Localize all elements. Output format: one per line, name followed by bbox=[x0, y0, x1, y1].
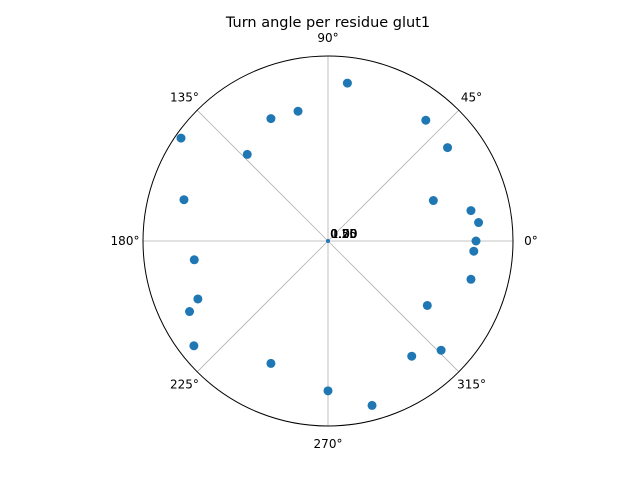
data-point bbox=[185, 307, 195, 317]
data-point bbox=[342, 78, 352, 88]
data-point bbox=[193, 294, 203, 304]
polar-grid bbox=[143, 56, 513, 426]
data-point bbox=[407, 351, 417, 361]
data-point bbox=[266, 358, 276, 368]
data-point bbox=[293, 106, 303, 116]
angle-tick-label: 315° bbox=[457, 378, 486, 392]
polar-frame bbox=[142, 55, 514, 427]
chart-title: Turn angle per residue glut1 bbox=[225, 15, 430, 31]
data-point bbox=[421, 115, 431, 125]
data-point bbox=[469, 246, 479, 256]
data-point bbox=[474, 218, 484, 228]
data-point bbox=[428, 196, 438, 206]
data-point bbox=[466, 274, 476, 284]
data-point bbox=[179, 195, 189, 205]
angle-tick-label: 0° bbox=[524, 234, 538, 248]
data-point bbox=[176, 133, 186, 143]
radial-tick-label: 0.50 bbox=[330, 227, 357, 241]
radial-tick-label: 0.25 bbox=[330, 227, 357, 241]
spoke-gridline bbox=[196, 109, 329, 242]
data-point bbox=[323, 386, 333, 396]
radial-tick-label: 0.75 bbox=[331, 227, 358, 241]
radial-tick-labels: 0.250.500.751.00 bbox=[330, 227, 358, 241]
angle-tick-labels: 0° 45° 90° 135° 180° 225° 270° 315° bbox=[111, 31, 538, 451]
data-point bbox=[471, 236, 481, 246]
spoke-gridline bbox=[327, 109, 460, 242]
data-point bbox=[326, 239, 330, 243]
data-point bbox=[242, 149, 252, 159]
data-point bbox=[443, 143, 453, 153]
spoke-gridline bbox=[196, 240, 329, 373]
data-point bbox=[189, 341, 199, 351]
radial-tick-label: 1.00 bbox=[331, 227, 358, 241]
angle-tick-label: 225° bbox=[170, 378, 199, 392]
data-point bbox=[189, 255, 199, 265]
data-point bbox=[466, 206, 476, 216]
angle-tick-label: 180° bbox=[111, 234, 140, 248]
data-points bbox=[176, 78, 484, 410]
data-point bbox=[436, 345, 446, 355]
angle-tick-label: 270° bbox=[314, 437, 343, 451]
angle-tick-label: 90° bbox=[317, 31, 338, 45]
data-point bbox=[266, 114, 276, 124]
angle-tick-label: 45° bbox=[461, 90, 482, 104]
data-point bbox=[367, 400, 377, 410]
data-point bbox=[422, 300, 432, 310]
angle-tick-label: 135° bbox=[170, 90, 199, 104]
